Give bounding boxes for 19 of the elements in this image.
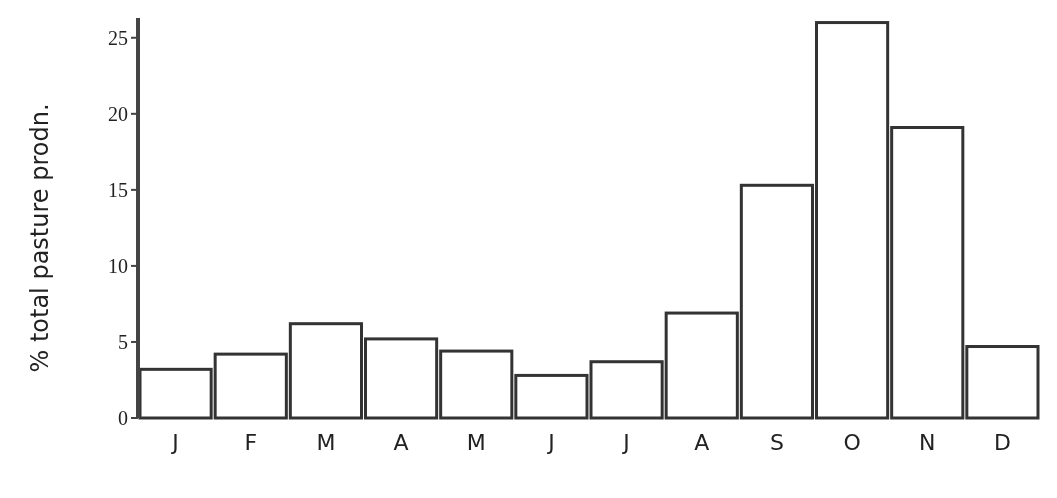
x-tick-label: F	[244, 430, 258, 455]
y-axis-title: % total pasture prodn.	[26, 103, 54, 373]
x-tick-label: N	[919, 430, 936, 455]
x-tick-label: A	[393, 430, 409, 455]
x-tick-label: D	[993, 430, 1011, 455]
y-tick-label: 10	[108, 254, 128, 277]
y-tick-label: 0	[118, 407, 128, 429]
x-tick-label: A	[694, 430, 710, 455]
y-tick-label: 20	[108, 102, 128, 125]
x-tick-label: O	[843, 430, 861, 455]
y-tick-label: 5	[118, 330, 128, 353]
x-tick-label: J	[621, 430, 630, 455]
x-tick-label: J	[170, 430, 179, 455]
x-tick-label: J	[546, 430, 555, 455]
x-tick-label: M	[466, 430, 486, 455]
y-tick-label: 15	[108, 178, 128, 201]
y-tick-label: 25	[108, 26, 128, 49]
x-tick-label: M	[316, 430, 336, 455]
x-tick-label: S	[769, 430, 784, 455]
